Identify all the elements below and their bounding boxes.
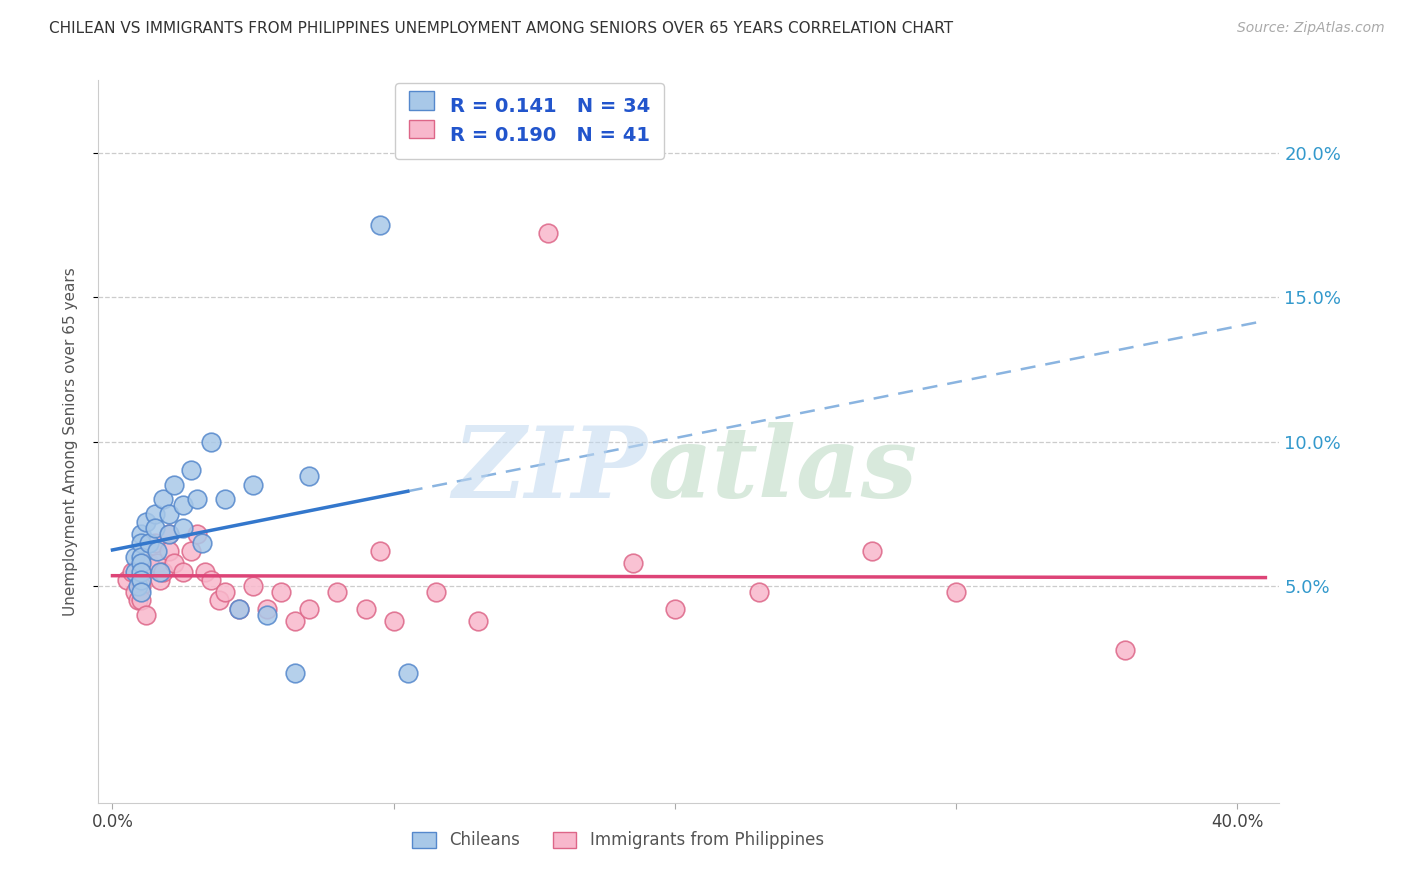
- Point: [124, 565, 146, 579]
- Point: [214, 492, 236, 507]
- Point: [256, 602, 278, 616]
- Point: [396, 665, 419, 680]
- Point: [138, 535, 160, 549]
- Point: [214, 584, 236, 599]
- Point: [284, 614, 307, 628]
- Point: [860, 544, 883, 558]
- Point: [284, 665, 307, 680]
- Point: [326, 584, 349, 599]
- Point: [129, 593, 152, 607]
- Point: [157, 527, 180, 541]
- Point: [143, 521, 166, 535]
- Point: [368, 218, 391, 232]
- Point: [748, 584, 770, 599]
- Point: [135, 516, 157, 530]
- Point: [354, 602, 377, 616]
- Point: [149, 574, 172, 588]
- Point: [127, 593, 149, 607]
- Point: [157, 527, 180, 541]
- Point: [129, 556, 152, 570]
- Point: [1114, 642, 1136, 657]
- Point: [664, 602, 686, 616]
- Point: [200, 434, 222, 449]
- Point: [228, 602, 250, 616]
- Point: [129, 565, 152, 579]
- Y-axis label: Unemployment Among Seniors over 65 years: Unemployment Among Seniors over 65 years: [63, 268, 77, 615]
- Point: [621, 556, 644, 570]
- Point: [152, 565, 174, 579]
- Point: [129, 535, 152, 549]
- Point: [157, 544, 180, 558]
- Point: [537, 227, 560, 241]
- Point: [135, 607, 157, 622]
- Point: [129, 527, 152, 541]
- Text: Source: ZipAtlas.com: Source: ZipAtlas.com: [1237, 21, 1385, 35]
- Point: [242, 478, 264, 492]
- Point: [194, 565, 217, 579]
- Point: [180, 544, 202, 558]
- Text: atlas: atlas: [648, 422, 918, 518]
- Point: [157, 507, 180, 521]
- Point: [129, 550, 152, 565]
- Point: [129, 584, 152, 599]
- Point: [121, 565, 143, 579]
- Point: [186, 492, 208, 507]
- Point: [256, 607, 278, 622]
- Point: [115, 574, 138, 588]
- Point: [191, 535, 214, 549]
- Legend: Chileans, Immigrants from Philippines: Chileans, Immigrants from Philippines: [405, 824, 831, 856]
- Point: [200, 574, 222, 588]
- Point: [163, 478, 186, 492]
- Point: [270, 584, 292, 599]
- Point: [208, 593, 231, 607]
- Point: [172, 498, 194, 512]
- Point: [242, 579, 264, 593]
- Point: [138, 556, 160, 570]
- Point: [143, 507, 166, 521]
- Point: [298, 602, 321, 616]
- Point: [146, 556, 169, 570]
- Point: [146, 544, 169, 558]
- Point: [172, 521, 194, 535]
- Point: [152, 492, 174, 507]
- Text: ZIP: ZIP: [453, 422, 648, 518]
- Point: [143, 535, 166, 549]
- Point: [368, 544, 391, 558]
- Point: [149, 565, 172, 579]
- Point: [124, 550, 146, 565]
- Point: [945, 584, 967, 599]
- Point: [129, 579, 152, 593]
- Point: [172, 565, 194, 579]
- Point: [425, 584, 447, 599]
- Point: [228, 602, 250, 616]
- Text: CHILEAN VS IMMIGRANTS FROM PHILIPPINES UNEMPLOYMENT AMONG SENIORS OVER 65 YEARS : CHILEAN VS IMMIGRANTS FROM PHILIPPINES U…: [49, 21, 953, 36]
- Point: [186, 527, 208, 541]
- Point: [124, 584, 146, 599]
- Point: [127, 579, 149, 593]
- Point: [163, 556, 186, 570]
- Point: [180, 463, 202, 477]
- Point: [129, 574, 152, 588]
- Point: [382, 614, 405, 628]
- Point: [298, 469, 321, 483]
- Point: [467, 614, 489, 628]
